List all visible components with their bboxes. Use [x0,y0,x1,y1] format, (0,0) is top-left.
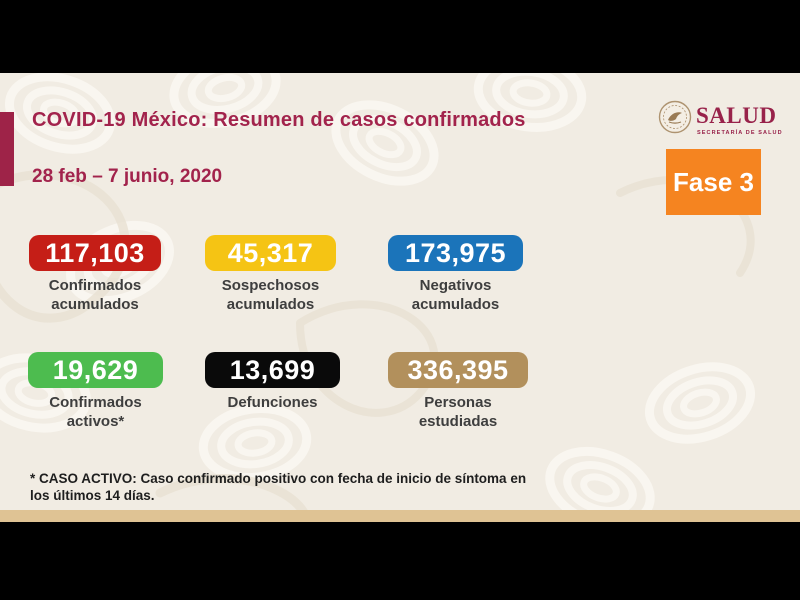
stat-value: 173,975 [404,237,507,268]
stat-value-box: 173,975 [388,235,523,271]
stat-value: 117,103 [45,237,145,268]
stat-label: Defunciones [227,394,318,411]
stat-value-box: 117,103 [29,235,161,271]
stat-label: Sospechosos acumulados [221,277,320,313]
mexico-eagle-seal-icon [658,100,692,134]
stat-confirmed-cumulative: 117,103 Confirmados acumulados [29,235,161,314]
active-case-footnote: * CASO ACTIVO: Caso confirmado positivo … [30,471,527,503]
stat-label: Confirmados acumulados [48,277,142,313]
page-title: COVID-19 México: Resumen de casos confir… [32,109,526,131]
stat-people-studied: 336,395 Personas estudiadas [388,352,528,431]
title-accent-bar [0,112,14,186]
stat-label: Personas estudiadas [418,394,498,430]
bottom-gold-bar [0,510,800,522]
report-card: COVID-19 México: Resumen de casos confir… [0,73,800,510]
stat-label: Confirmados activos* [49,394,142,430]
stat-value-box: 13,699 [205,352,340,388]
stat-negative-cumulative: 173,975 Negativos acumulados [388,235,523,314]
stat-value: 45,317 [227,237,314,268]
stat-value-box: 45,317 [205,235,336,271]
phase-badge: Fase 3 [666,149,761,215]
stat-value-box: 336,395 [388,352,528,388]
stat-label: Negativos acumulados [411,277,500,313]
salud-subtitle: SECRETARÍA DE SALUD [697,130,783,136]
salud-wordmark: SALUD [696,103,777,128]
stat-suspected-cumulative: 45,317 Sospechosos acumulados [205,235,336,314]
date-range: 28 feb – 7 junio, 2020 [32,166,223,187]
stat-value-box: 19,629 [28,352,163,388]
stat-value: 19,629 [52,354,139,385]
salud-logo: SALUD SECRETARÍA DE SALUD [658,97,782,141]
stat-confirmed-active: 19,629 Confirmados activos* [28,352,163,431]
stat-value: 13,699 [229,354,316,385]
stat-value: 336,395 [407,354,509,385]
stat-deaths: 13,699 Defunciones [205,352,340,412]
